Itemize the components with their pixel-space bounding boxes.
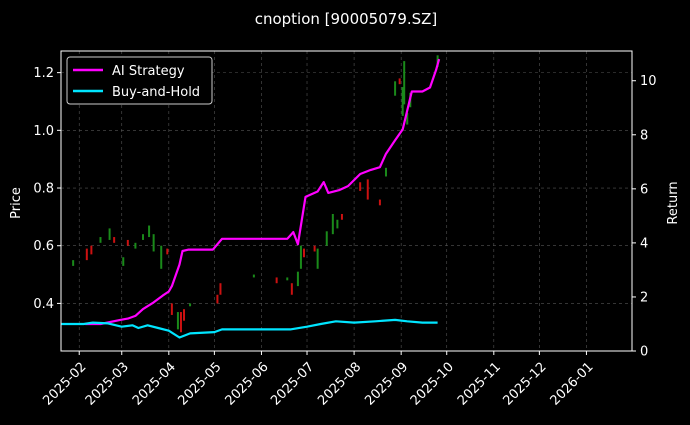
candle — [160, 245, 163, 269]
candle — [275, 277, 278, 284]
y-axis-right-label: Return — [666, 181, 681, 224]
candle — [113, 237, 116, 243]
candle — [122, 257, 125, 266]
candle — [189, 303, 192, 307]
candle — [340, 213, 343, 220]
candle — [176, 312, 179, 330]
candle — [316, 248, 319, 269]
candle — [179, 312, 182, 333]
candle — [336, 219, 339, 229]
candle — [359, 182, 362, 191]
candle — [406, 113, 409, 125]
y-right-tick-label: 2 — [640, 290, 648, 305]
y-right-tick-label: 6 — [640, 182, 648, 197]
candle — [219, 283, 222, 295]
chart-title: cnoption [90005079.SZ] — [255, 10, 438, 28]
y-left-tick-label: 0.4 — [33, 297, 54, 312]
candle — [142, 234, 145, 240]
y-left-tick-label: 1.2 — [33, 66, 54, 81]
legend: AI Strategy Buy-and-Hold — [66, 56, 213, 105]
legend-buy-and-hold-label: Buy-and-Hold — [112, 85, 200, 100]
candle — [134, 242, 137, 249]
y-right-tick-label: 8 — [640, 128, 648, 143]
candle — [170, 303, 173, 315]
candle — [166, 248, 169, 255]
legend-box — [66, 56, 213, 105]
candle — [85, 248, 88, 261]
candle — [313, 245, 316, 252]
candle — [378, 199, 381, 206]
candle — [90, 245, 93, 255]
candle — [108, 228, 111, 240]
candle — [72, 260, 75, 266]
y-left-tick-label: 1.0 — [33, 124, 54, 139]
candle — [331, 213, 334, 235]
candle — [366, 179, 369, 200]
candle — [398, 78, 401, 85]
candle — [299, 245, 302, 269]
y-left-tick-label: 0.8 — [33, 182, 54, 197]
candle — [302, 248, 305, 258]
candle — [252, 274, 255, 278]
plot-frame — [60, 50, 633, 352]
y-right-tick-label: 4 — [640, 236, 648, 251]
candle — [401, 87, 404, 116]
series-lines — [61, 58, 441, 339]
candle — [325, 231, 328, 246]
candle — [290, 283, 293, 295]
candle — [296, 271, 299, 287]
candle — [126, 239, 129, 246]
y-right-tick-label: 0 — [640, 345, 648, 360]
series-ai-strategy-line — [85, 58, 441, 326]
candles — [72, 55, 439, 333]
candle — [216, 294, 219, 304]
candle — [152, 234, 155, 252]
candle — [148, 225, 151, 238]
y-right-tick-label: 10 — [640, 74, 657, 89]
candle — [394, 81, 397, 96]
series-buy-and-hold-line — [61, 318, 438, 339]
candle — [286, 277, 289, 281]
candle — [99, 237, 102, 243]
y-left-tick-label: 0.6 — [33, 239, 54, 254]
legend-ai-strategy-label: AI Strategy — [112, 64, 185, 79]
candle — [384, 167, 387, 177]
candle — [403, 61, 406, 105]
candle — [183, 309, 186, 321]
y-axis-left-label: Price — [9, 187, 24, 219]
